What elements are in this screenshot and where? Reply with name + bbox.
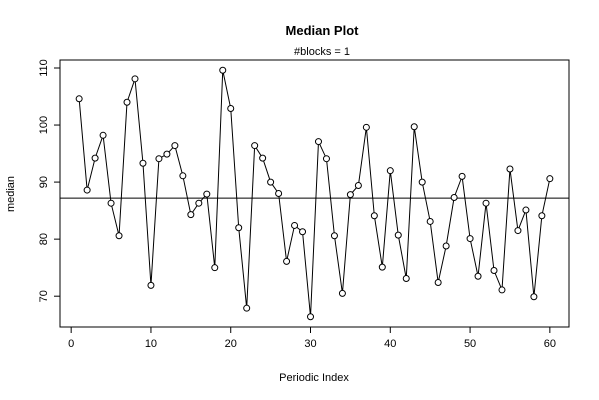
x-axis: 0 10 20 30 40 50 60 bbox=[68, 327, 556, 350]
data-point-48 bbox=[450, 193, 458, 201]
data-point-3 bbox=[91, 154, 99, 162]
data-point-14 bbox=[179, 172, 187, 180]
data-point-43 bbox=[410, 123, 418, 131]
data-point-4 bbox=[99, 131, 107, 139]
data-point-47 bbox=[442, 242, 450, 250]
x-tick-label: 20 bbox=[225, 338, 237, 350]
y-tick-label: 80 bbox=[38, 233, 50, 245]
data-point-44 bbox=[418, 178, 426, 186]
data-point-55 bbox=[506, 165, 514, 173]
data-point-2 bbox=[83, 186, 91, 194]
data-point-21 bbox=[235, 224, 243, 232]
data-point-57 bbox=[522, 206, 530, 214]
data-point-12 bbox=[163, 150, 171, 158]
data-point-11 bbox=[155, 155, 163, 163]
x-tick-label: 30 bbox=[304, 338, 316, 350]
data-point-1 bbox=[75, 95, 83, 103]
data-point-52 bbox=[482, 199, 490, 207]
x-tick-label: 10 bbox=[145, 338, 157, 350]
data-point-38 bbox=[370, 212, 378, 220]
data-point-10 bbox=[147, 281, 155, 289]
y-tick-label: 100 bbox=[38, 116, 50, 134]
y-tick-label: 110 bbox=[38, 59, 50, 77]
data-point-29 bbox=[299, 228, 307, 236]
x-tick-label: 60 bbox=[544, 338, 556, 350]
data-point-40 bbox=[386, 167, 394, 175]
data-point-46 bbox=[434, 279, 442, 286]
data-point-26 bbox=[275, 190, 283, 197]
data-point-16 bbox=[195, 199, 203, 207]
data-point-41 bbox=[394, 231, 402, 239]
data-point-50 bbox=[466, 235, 474, 243]
data-point-32 bbox=[322, 155, 330, 163]
data-point-30 bbox=[307, 313, 315, 321]
data-point-31 bbox=[314, 138, 322, 146]
data-point-49 bbox=[458, 172, 466, 180]
data-point-15 bbox=[187, 211, 195, 219]
data-point-42 bbox=[402, 275, 410, 283]
data-point-6 bbox=[115, 232, 123, 240]
data-point-23 bbox=[251, 142, 259, 150]
data-point-24 bbox=[259, 154, 267, 162]
data-point-34 bbox=[338, 289, 346, 297]
plot-frame bbox=[59, 59, 570, 328]
data-point-25 bbox=[267, 178, 275, 186]
data-point-51 bbox=[474, 272, 482, 280]
data-point-18 bbox=[211, 264, 219, 272]
data-point-39 bbox=[378, 263, 386, 271]
data-point-13 bbox=[171, 142, 179, 150]
x-tick-label: 0 bbox=[68, 338, 74, 350]
x-tick-label: 40 bbox=[384, 338, 396, 350]
x-axis-label: Periodic Index bbox=[279, 372, 349, 384]
data-point-17 bbox=[203, 190, 211, 198]
median-series-line bbox=[78, 70, 551, 317]
data-point-35 bbox=[346, 191, 354, 199]
data-point-56 bbox=[514, 227, 522, 235]
chart-subtitle: #blocks = 1 bbox=[294, 46, 350, 58]
data-point-33 bbox=[330, 232, 338, 240]
data-point-19 bbox=[219, 66, 227, 74]
data-point-58 bbox=[530, 293, 538, 301]
data-point-60 bbox=[546, 175, 554, 183]
data-point-54 bbox=[498, 286, 506, 294]
data-point-45 bbox=[426, 217, 434, 225]
data-point-9 bbox=[139, 159, 147, 167]
data-point-28 bbox=[291, 221, 299, 229]
data-point-27 bbox=[283, 257, 291, 265]
data-point-22 bbox=[243, 304, 251, 312]
chart-title: Median Plot bbox=[286, 23, 360, 38]
data-point-53 bbox=[490, 267, 498, 275]
median-points bbox=[75, 66, 554, 321]
data-point-36 bbox=[354, 182, 362, 190]
data-point-8 bbox=[131, 75, 139, 83]
x-tick-label: 50 bbox=[464, 338, 476, 350]
y-tick-label: 90 bbox=[38, 176, 50, 188]
data-point-5 bbox=[107, 199, 115, 207]
y-tick-label: 70 bbox=[38, 290, 50, 302]
data-point-59 bbox=[538, 212, 546, 220]
y-axis-label: median bbox=[5, 176, 17, 212]
data-point-7 bbox=[123, 98, 131, 106]
data-point-20 bbox=[227, 104, 235, 112]
data-point-37 bbox=[362, 123, 370, 131]
y-axis: 70 80 90 100 110 bbox=[38, 59, 60, 302]
